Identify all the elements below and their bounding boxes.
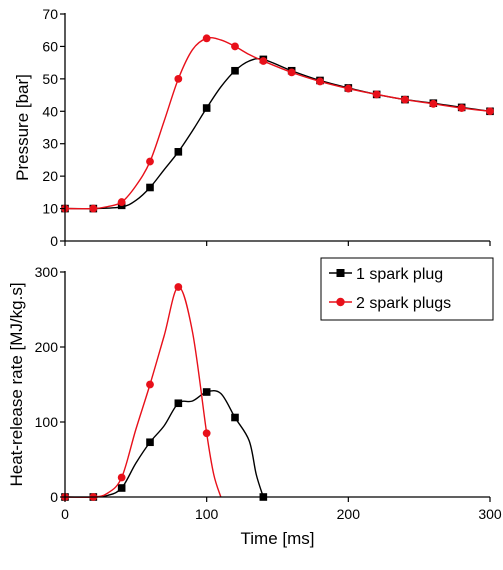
axes: 0 100 200 300 0 100 200 300	[35, 264, 502, 522]
data-point	[117, 473, 126, 482]
y-tick-label: 0	[50, 489, 58, 505]
y-tick-label: 60	[42, 38, 58, 54]
y-tick-label: 0	[50, 233, 58, 249]
pressure-panel: 0 10 20 30 40 50 60 70 Pressure [bar]	[13, 6, 494, 249]
data-point	[117, 484, 126, 492]
series-line	[64, 58, 491, 210]
data-point	[146, 183, 154, 192]
axes: 0 10 20 30 40 50 60 70	[42, 6, 491, 249]
legend-entry: 1 spark plug	[329, 266, 443, 283]
data-point	[146, 380, 154, 389]
legend-marker	[336, 297, 345, 307]
data-point	[287, 68, 296, 77]
data-point	[174, 283, 183, 291]
legend-label: 2 spark plugs	[356, 295, 451, 312]
data-point	[202, 429, 211, 438]
legend-label: 1 spark plug	[356, 266, 443, 283]
data-point	[344, 84, 353, 93]
y-axis-title: Pressure [bar]	[13, 74, 32, 181]
series-line	[64, 286, 222, 498]
plot-area	[61, 283, 268, 501]
data-point	[231, 413, 239, 422]
y-tick-label: 50	[42, 71, 58, 87]
y-tick-label: 200	[35, 339, 59, 355]
y-tick-label: 30	[42, 136, 58, 152]
x-tick-label: 200	[337, 506, 361, 522]
data-point	[486, 107, 494, 116]
x-tick-label: 100	[195, 506, 219, 522]
heat-release-panel: 0 100 200 300 0 100 200 300 Heat-release rate […	[7, 257, 502, 548]
data-point	[174, 74, 183, 83]
data-point	[429, 99, 438, 108]
data-point	[202, 388, 211, 396]
x-axis-title: Time [ms]	[241, 529, 315, 548]
data-point	[401, 95, 409, 104]
data-point	[457, 104, 466, 112]
plot-area	[61, 34, 494, 213]
data-point	[89, 204, 98, 213]
x-tick-label: 300	[478, 506, 502, 522]
data-point	[231, 66, 239, 75]
data-point	[316, 77, 324, 86]
data-point	[259, 57, 268, 65]
y-tick-label: 20	[42, 168, 58, 184]
x-tick-label: 0	[61, 506, 69, 522]
series-line	[64, 37, 491, 210]
legend-marker	[336, 269, 345, 277]
data-point	[174, 399, 183, 408]
data-point	[231, 42, 239, 51]
legend-entry: 2 spark plugs	[329, 295, 451, 312]
data-point	[372, 90, 381, 99]
data-point	[202, 34, 211, 43]
data-point	[202, 104, 211, 112]
data-point	[146, 438, 154, 447]
series-line	[64, 389, 264, 498]
y-tick-label: 40	[42, 103, 58, 119]
y-tick-label: 100	[35, 414, 59, 430]
y-tick-label: 70	[42, 6, 58, 22]
y-tick-label: 300	[35, 264, 59, 280]
legend: 1 spark plug 2 spark plugs	[320, 257, 494, 321]
legend-box	[320, 257, 494, 321]
data-point	[117, 198, 126, 206]
data-point	[174, 148, 183, 156]
data-point	[146, 157, 154, 166]
y-axis-title: Heat-release rate [MJ/kg.s]	[7, 282, 26, 486]
y-tick-label: 10	[42, 201, 58, 217]
